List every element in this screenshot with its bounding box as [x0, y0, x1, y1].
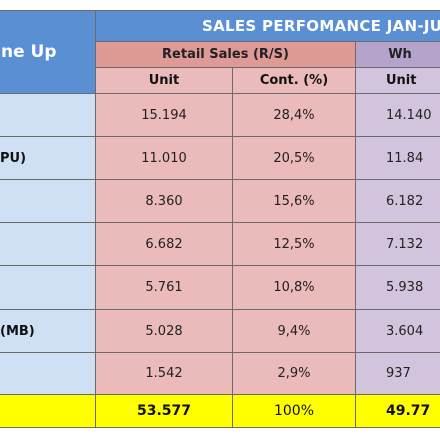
row-label	[0, 222, 96, 266]
wholesale-unit-cell: 6.182	[355, 179, 440, 223]
total-label-cell	[0, 394, 96, 428]
retail-cont-cell: 12,5%	[232, 222, 356, 266]
line-up-header: ne Up	[0, 10, 96, 94]
wholesale-unit-cell: 3.604	[355, 309, 440, 353]
total-wholesale-unit: 49.77	[355, 394, 440, 428]
table-title: SALES PERFOMANCE JAN-JU	[95, 10, 440, 42]
retail-unit-cell: 8.360	[95, 179, 233, 223]
wholesale-unit-cell: 7.132	[355, 222, 440, 266]
row-label	[0, 265, 96, 310]
wholesale-unit-header: Unit	[355, 67, 440, 94]
retail-unit-cell: 11.010	[95, 136, 233, 180]
total-retail-unit: 53.577	[95, 394, 233, 428]
retail-unit-cell: 5.028	[95, 309, 233, 353]
row-label	[0, 352, 96, 395]
row-label: (MB)	[0, 309, 96, 353]
retail-sales-header: Retail Sales (R/S)	[95, 41, 356, 68]
wholesale-unit-cell: 11.84	[355, 136, 440, 180]
row-label: PU)	[0, 136, 96, 180]
wholesale-unit-cell: 14.140	[355, 93, 440, 137]
retail-cont-cell: 28,4%	[232, 93, 356, 137]
retail-cont-cell: 9,4%	[232, 309, 356, 353]
wholesale-header: Wh	[355, 41, 440, 68]
row-label	[0, 93, 96, 137]
row-label	[0, 179, 96, 223]
wholesale-unit-cell: 937	[355, 352, 440, 395]
total-retail-cont: 100%	[232, 394, 356, 428]
wholesale-unit-cell: 5.938	[355, 265, 440, 310]
retail-unit-cell: 15.194	[95, 93, 233, 137]
retail-cont-cell: 10,8%	[232, 265, 356, 310]
retail-cont-header: Cont. (%)	[232, 67, 356, 94]
retail-cont-cell: 2,9%	[232, 352, 356, 395]
retail-unit-cell: 5.761	[95, 265, 233, 310]
retail-unit-cell: 1.542	[95, 352, 233, 395]
retail-unit-header: Unit	[95, 67, 233, 94]
retail-cont-cell: 20,5%	[232, 136, 356, 180]
retail-cont-cell: 15,6%	[232, 179, 356, 223]
retail-unit-cell: 6.682	[95, 222, 233, 266]
